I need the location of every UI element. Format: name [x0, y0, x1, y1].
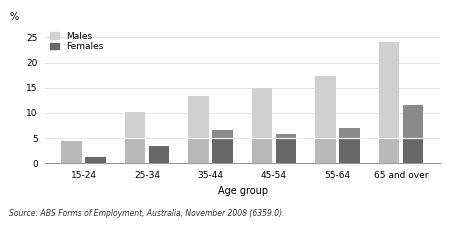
- Bar: [252, 138, 272, 163]
- Bar: [85, 157, 106, 163]
- Y-axis label: %: %: [9, 12, 18, 22]
- Bar: [212, 130, 233, 138]
- Bar: [125, 138, 145, 163]
- Bar: [379, 42, 399, 138]
- Bar: [340, 128, 360, 138]
- Bar: [125, 112, 145, 138]
- Bar: [212, 138, 233, 163]
- Bar: [188, 96, 208, 138]
- Bar: [252, 88, 272, 138]
- X-axis label: Age group: Age group: [218, 186, 268, 196]
- Bar: [403, 105, 423, 138]
- Bar: [61, 141, 82, 163]
- Legend: Males, Females: Males, Females: [50, 32, 104, 51]
- Bar: [315, 138, 336, 163]
- Bar: [276, 138, 296, 163]
- Bar: [315, 76, 336, 138]
- Bar: [340, 138, 360, 163]
- Bar: [149, 146, 169, 163]
- Text: Source: ABS Forms of Employment, Australia, November 2008 (6359.0).: Source: ABS Forms of Employment, Austral…: [9, 209, 285, 218]
- Bar: [403, 138, 423, 163]
- Bar: [379, 138, 399, 163]
- Bar: [188, 138, 208, 163]
- Bar: [276, 134, 296, 138]
